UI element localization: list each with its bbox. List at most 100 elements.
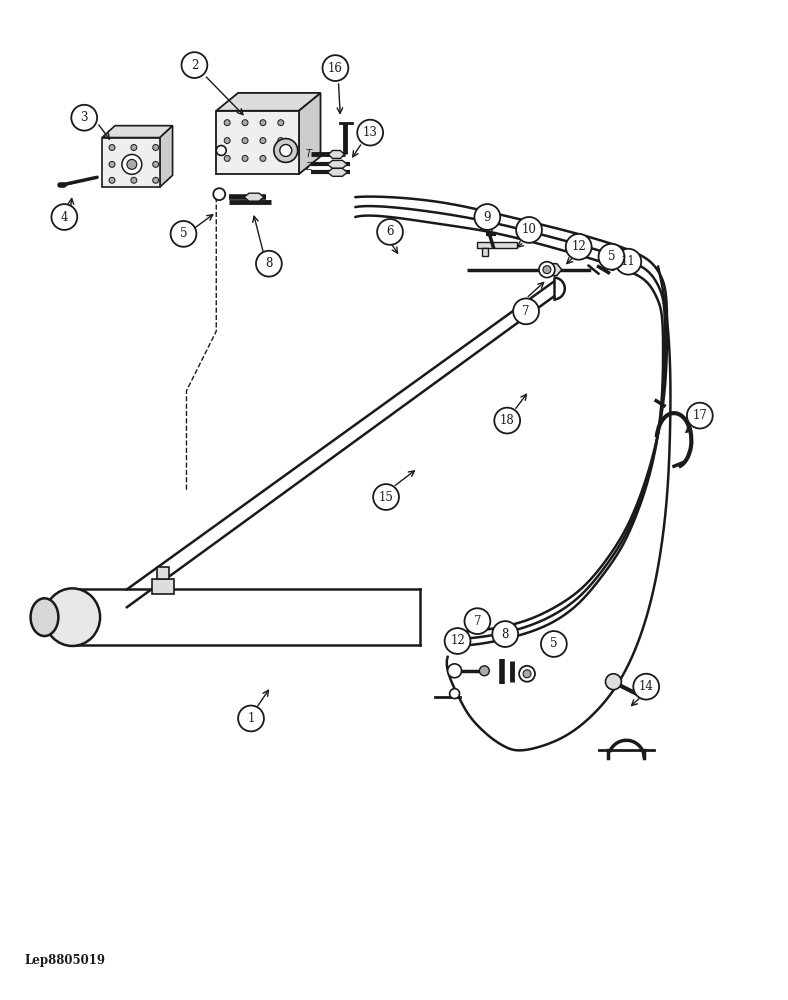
- Polygon shape: [299, 93, 321, 174]
- Circle shape: [225, 138, 230, 144]
- Text: 11: 11: [621, 255, 636, 268]
- Text: 4: 4: [61, 211, 68, 224]
- Ellipse shape: [31, 598, 58, 636]
- Circle shape: [474, 204, 500, 230]
- Circle shape: [543, 266, 551, 274]
- Circle shape: [615, 249, 641, 275]
- Text: 6: 6: [386, 225, 394, 238]
- Circle shape: [242, 155, 248, 161]
- Circle shape: [225, 120, 230, 126]
- Circle shape: [260, 120, 266, 126]
- Text: 12: 12: [571, 240, 586, 253]
- Text: 18: 18: [500, 414, 515, 427]
- Ellipse shape: [44, 588, 100, 646]
- Circle shape: [322, 55, 348, 81]
- Circle shape: [153, 145, 158, 150]
- Text: 3: 3: [80, 111, 88, 124]
- Text: 1: 1: [247, 712, 255, 725]
- Circle shape: [274, 139, 298, 162]
- Circle shape: [539, 262, 555, 278]
- Circle shape: [494, 408, 520, 433]
- Circle shape: [599, 244, 624, 270]
- Text: 2: 2: [191, 59, 198, 72]
- Circle shape: [357, 120, 383, 146]
- Circle shape: [109, 161, 115, 167]
- Polygon shape: [329, 150, 344, 158]
- Circle shape: [444, 628, 470, 654]
- Circle shape: [131, 161, 137, 167]
- Circle shape: [260, 155, 266, 161]
- Bar: [478, 242, 517, 248]
- Text: 12: 12: [450, 634, 465, 647]
- Circle shape: [634, 674, 659, 700]
- Polygon shape: [244, 193, 264, 201]
- Polygon shape: [102, 126, 173, 138]
- Circle shape: [153, 161, 158, 167]
- Polygon shape: [328, 160, 348, 168]
- Circle shape: [122, 154, 142, 174]
- Circle shape: [170, 221, 196, 247]
- Text: Z: Z: [306, 162, 312, 172]
- Circle shape: [605, 674, 622, 690]
- Circle shape: [238, 706, 264, 731]
- Circle shape: [216, 146, 226, 155]
- Circle shape: [242, 138, 248, 144]
- Circle shape: [687, 403, 712, 429]
- Bar: [482, 248, 489, 256]
- Circle shape: [131, 145, 137, 150]
- Text: 14: 14: [639, 680, 654, 693]
- Circle shape: [523, 670, 531, 678]
- Circle shape: [377, 219, 403, 245]
- Text: 9: 9: [484, 211, 491, 224]
- Text: 10: 10: [522, 223, 537, 236]
- Text: 7: 7: [474, 615, 481, 628]
- Circle shape: [153, 177, 158, 183]
- Circle shape: [256, 251, 282, 277]
- Text: 7: 7: [522, 305, 530, 318]
- Circle shape: [516, 217, 542, 243]
- Text: 17: 17: [693, 409, 708, 422]
- Circle shape: [448, 664, 462, 678]
- Text: 5: 5: [608, 250, 615, 263]
- Text: 13: 13: [362, 126, 377, 139]
- Text: T: T: [306, 149, 311, 159]
- Circle shape: [280, 145, 292, 156]
- Circle shape: [513, 298, 539, 324]
- Circle shape: [51, 204, 77, 230]
- Polygon shape: [216, 93, 321, 111]
- Circle shape: [278, 155, 284, 161]
- Circle shape: [374, 484, 399, 510]
- Circle shape: [479, 666, 489, 676]
- Text: 8: 8: [501, 628, 509, 641]
- Circle shape: [464, 608, 490, 634]
- Bar: [152, 579, 173, 594]
- Circle shape: [278, 120, 284, 126]
- Circle shape: [109, 145, 115, 150]
- Circle shape: [450, 689, 459, 699]
- Polygon shape: [542, 264, 562, 276]
- Text: 5: 5: [550, 637, 558, 650]
- Circle shape: [566, 234, 592, 260]
- Circle shape: [278, 138, 284, 144]
- Polygon shape: [216, 111, 299, 174]
- Circle shape: [214, 188, 225, 200]
- Polygon shape: [160, 126, 173, 187]
- Circle shape: [131, 177, 137, 183]
- Circle shape: [492, 621, 519, 647]
- Text: Lep8805019: Lep8805019: [24, 954, 106, 967]
- Circle shape: [181, 52, 207, 78]
- Circle shape: [225, 155, 230, 161]
- Text: 16: 16: [328, 62, 343, 75]
- Text: 8: 8: [266, 257, 273, 270]
- Polygon shape: [328, 168, 348, 176]
- Circle shape: [127, 159, 137, 169]
- Circle shape: [242, 120, 248, 126]
- Polygon shape: [102, 138, 160, 187]
- Circle shape: [109, 177, 115, 183]
- Circle shape: [519, 666, 535, 682]
- Bar: [157, 567, 169, 579]
- Circle shape: [260, 138, 266, 144]
- Circle shape: [71, 105, 97, 131]
- Text: 15: 15: [378, 491, 393, 504]
- Text: 5: 5: [180, 227, 188, 240]
